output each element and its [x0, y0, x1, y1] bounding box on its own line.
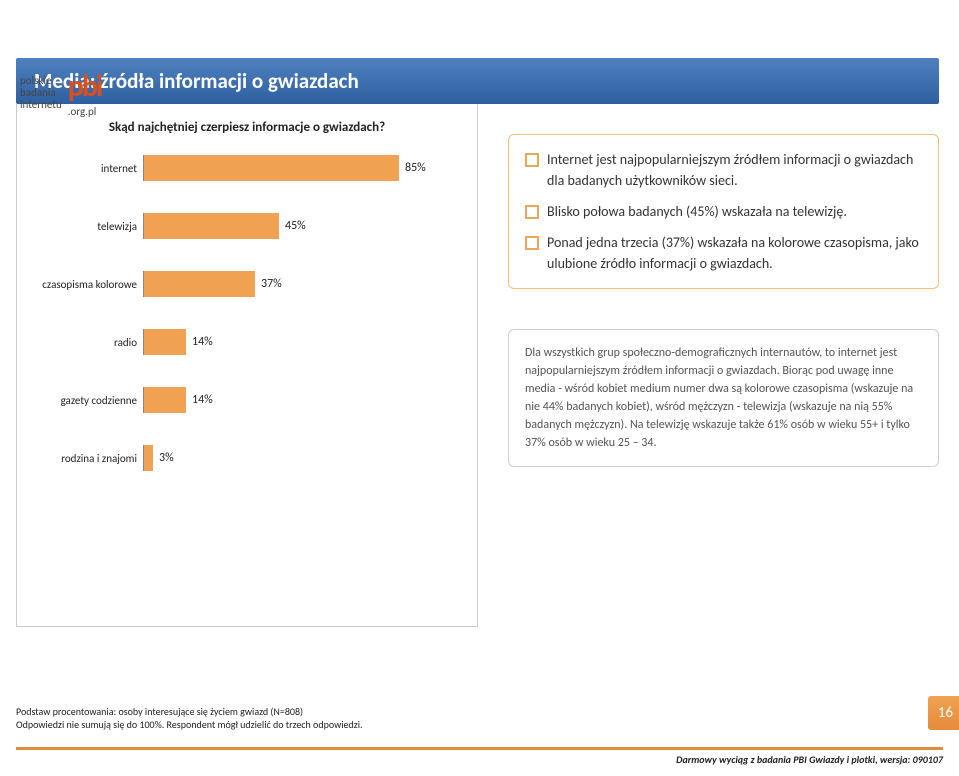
- chart-category-label: internet: [27, 162, 143, 175]
- chart-row: telewizja 45%: [27, 213, 467, 239]
- bar: [144, 155, 399, 181]
- footer: Podstaw procentowania: osoby interesując…: [16, 705, 943, 766]
- bar-value-label: 37%: [261, 277, 282, 291]
- bar: [144, 445, 153, 471]
- footnote-line2: Odpowiedzi nie sumują się do 100%. Respo…: [16, 718, 943, 731]
- bar: [144, 271, 255, 297]
- chart-panel: Skąd najchętniej czerpiesz informacje o …: [16, 104, 478, 627]
- footer-divider: [16, 747, 943, 750]
- chart-axis: 14%: [143, 387, 467, 413]
- chart-row: internet 85%: [27, 155, 467, 181]
- bullet-square-icon: [525, 236, 539, 250]
- chart-title: Skąd najchętniej czerpiesz informacje o …: [27, 120, 467, 135]
- chart-row: rodzina i znajomi 3%: [27, 445, 467, 471]
- chart-axis: 85%: [143, 155, 467, 181]
- chart-category-label: telewizja: [27, 220, 143, 233]
- chart-category-label: rodzina i znajomi: [27, 452, 143, 465]
- bar: [144, 387, 186, 413]
- bar-value-label: 85%: [405, 161, 426, 175]
- chart-axis: 3%: [143, 445, 467, 471]
- chart-axis: 14%: [143, 329, 467, 355]
- highlights-box: Internet jest najpopularniejszym źródłem…: [508, 134, 939, 289]
- bullet-square-icon: [525, 153, 539, 167]
- chart-row: czasopisma kolorowe 37%: [27, 271, 467, 297]
- chart-axis: 45%: [143, 213, 467, 239]
- bullet-text: Internet jest najpopularniejszym źródłem…: [547, 149, 922, 191]
- footer-credit: Darmowy wyciąg z badania PBI Gwiazdy i p…: [16, 753, 943, 766]
- bullet-item: Blisko połowa badanych (45%) wskazała na…: [525, 201, 922, 222]
- chart-category-label: gazety codzienne: [27, 394, 143, 407]
- bar-value-label: 45%: [285, 219, 306, 233]
- right-panel: Internet jest najpopularniejszym źródłem…: [508, 104, 939, 627]
- bar: [144, 329, 186, 355]
- bullet-text: Ponad jedna trzecia (37%) wskazała na ko…: [547, 232, 922, 274]
- chart-row: gazety codzienne 14%: [27, 387, 467, 413]
- bar: [144, 213, 279, 239]
- details-box: Dla wszystkich grup społeczno-demografic…: [508, 329, 939, 467]
- footnote-line1: Podstaw procentowania: osoby interesując…: [16, 705, 943, 718]
- bar-value-label: 14%: [192, 393, 213, 407]
- chart-axis: 37%: [143, 271, 467, 297]
- chart-row: radio 14%: [27, 329, 467, 355]
- content-area: Skąd najchętniej czerpiesz informacje o …: [16, 104, 939, 627]
- bullet-text: Blisko połowa badanych (45%) wskazała na…: [547, 201, 847, 222]
- bullet-square-icon: [525, 205, 539, 219]
- chart-category-label: radio: [27, 336, 143, 349]
- bullet-item: Internet jest najpopularniejszym źródłem…: [525, 149, 922, 191]
- bar-chart: internet 85% telewizja 45% czasopisma koloro…: [27, 155, 467, 471]
- chart-category-label: czasopisma kolorowe: [27, 278, 143, 291]
- page-title: Media: źródła informacji o gwiazdach: [16, 58, 939, 104]
- bar-value-label: 3%: [159, 451, 174, 465]
- bar-value-label: 14%: [192, 335, 213, 349]
- logo-brand: pbi: [68, 68, 102, 105]
- bullet-item: Ponad jedna trzecia (37%) wskazała na ko…: [525, 232, 922, 274]
